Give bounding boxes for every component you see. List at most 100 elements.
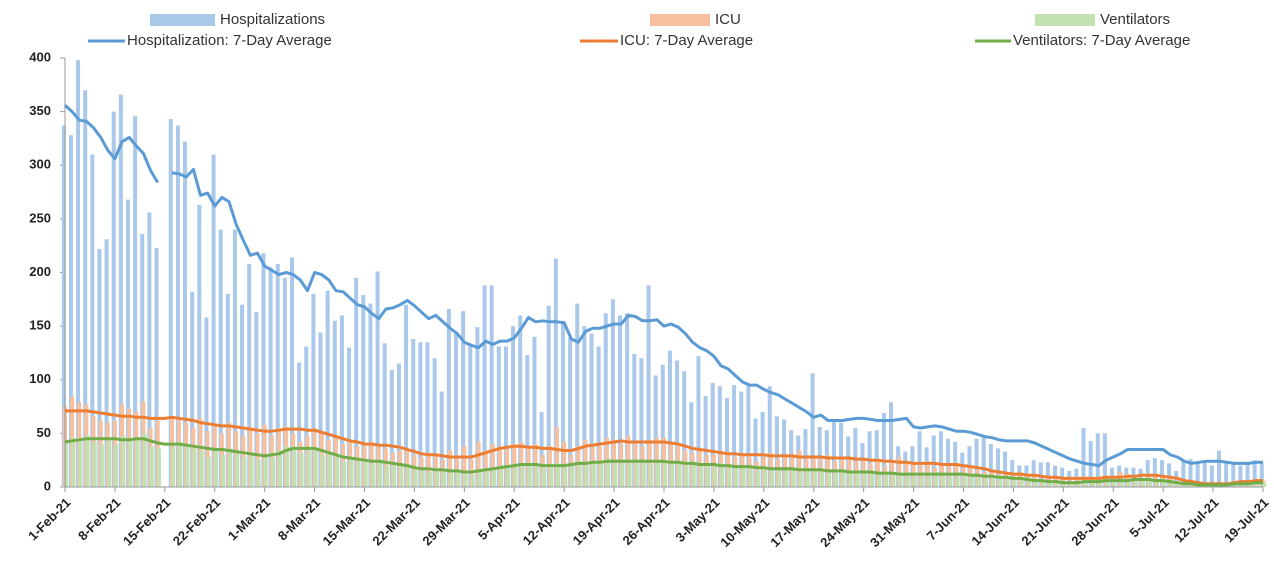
bar — [213, 450, 218, 487]
bar — [339, 315, 344, 487]
bar — [1259, 463, 1264, 487]
bar — [511, 326, 516, 487]
bar — [603, 313, 608, 487]
bar — [675, 360, 680, 487]
bar — [553, 258, 558, 487]
bar — [135, 437, 140, 487]
bar — [663, 461, 668, 487]
bar — [332, 320, 337, 487]
bar — [931, 435, 936, 487]
bar — [190, 291, 195, 487]
bar — [268, 267, 273, 487]
bar — [140, 233, 145, 487]
bar — [64, 439, 69, 487]
bar — [1140, 480, 1145, 487]
bar — [92, 441, 97, 487]
bar — [753, 418, 758, 487]
legend-text: ICU: 7-Day Average — [620, 32, 753, 49]
bar — [221, 454, 226, 487]
bar — [149, 446, 154, 487]
bar — [121, 435, 126, 487]
x-tick-label: 29-Mar-21 — [419, 495, 473, 549]
bar — [777, 467, 782, 487]
bar — [891, 471, 896, 487]
bar — [541, 467, 546, 487]
bar — [1162, 480, 1167, 487]
bar — [667, 350, 672, 487]
bar — [242, 456, 247, 487]
bar — [347, 347, 352, 487]
bar — [154, 247, 159, 487]
bar — [484, 467, 489, 487]
bar — [389, 370, 394, 487]
bar — [632, 354, 637, 487]
y-tick-label: 100 — [29, 371, 51, 386]
bar — [399, 463, 404, 487]
bar — [171, 446, 176, 487]
bar — [656, 461, 661, 487]
bar — [68, 135, 73, 487]
bar — [261, 253, 266, 487]
bar — [335, 456, 340, 487]
bar — [270, 456, 275, 487]
bar — [1209, 465, 1214, 487]
bar — [703, 395, 708, 487]
bar — [427, 471, 432, 487]
bar — [1091, 482, 1096, 487]
bar — [653, 375, 658, 487]
bar — [841, 469, 846, 487]
bar — [206, 456, 211, 487]
bar — [755, 469, 760, 487]
bar — [805, 469, 810, 487]
bar — [689, 402, 694, 487]
bar — [432, 358, 437, 487]
bar — [862, 471, 867, 487]
legend-swatch — [150, 14, 215, 26]
x-tick-label: 17-May-21 — [767, 495, 822, 550]
bar — [919, 476, 924, 487]
bar — [710, 382, 715, 487]
bar — [349, 459, 354, 487]
bar — [610, 299, 615, 487]
bar — [546, 305, 551, 487]
bar — [974, 438, 979, 487]
bar — [724, 397, 729, 487]
x-tick-label: 12-Apr-21 — [520, 495, 573, 548]
bar — [570, 463, 575, 487]
bar — [418, 342, 423, 487]
bar — [477, 469, 482, 487]
bar — [78, 438, 83, 487]
bar — [185, 444, 190, 487]
bar — [325, 290, 330, 487]
bar — [618, 315, 623, 487]
bar — [235, 452, 240, 487]
bar — [606, 459, 611, 487]
bar — [211, 154, 216, 487]
bar — [178, 441, 183, 487]
bar — [1169, 482, 1174, 487]
bar — [404, 304, 409, 487]
bar — [361, 295, 366, 487]
bar — [118, 94, 123, 487]
bar — [1167, 463, 1172, 487]
bar — [99, 444, 104, 487]
bar — [363, 461, 368, 487]
bar — [1076, 482, 1081, 487]
bar — [1190, 484, 1195, 487]
y-tick-label: 350 — [29, 103, 51, 118]
bar — [677, 461, 682, 487]
bar — [741, 467, 746, 487]
y-tick-label: 300 — [29, 157, 51, 172]
bar — [739, 391, 744, 487]
bar — [499, 465, 504, 487]
bar — [263, 454, 268, 487]
bar — [827, 469, 832, 487]
x-tick-label: 19-Jul-21 — [1221, 495, 1271, 545]
bar — [392, 465, 397, 487]
bar — [877, 471, 882, 487]
bar — [1026, 480, 1031, 487]
bar — [297, 362, 302, 487]
bar — [1176, 482, 1181, 487]
bar — [156, 448, 161, 487]
x-tick-label: 1-Feb-21 — [25, 495, 73, 543]
